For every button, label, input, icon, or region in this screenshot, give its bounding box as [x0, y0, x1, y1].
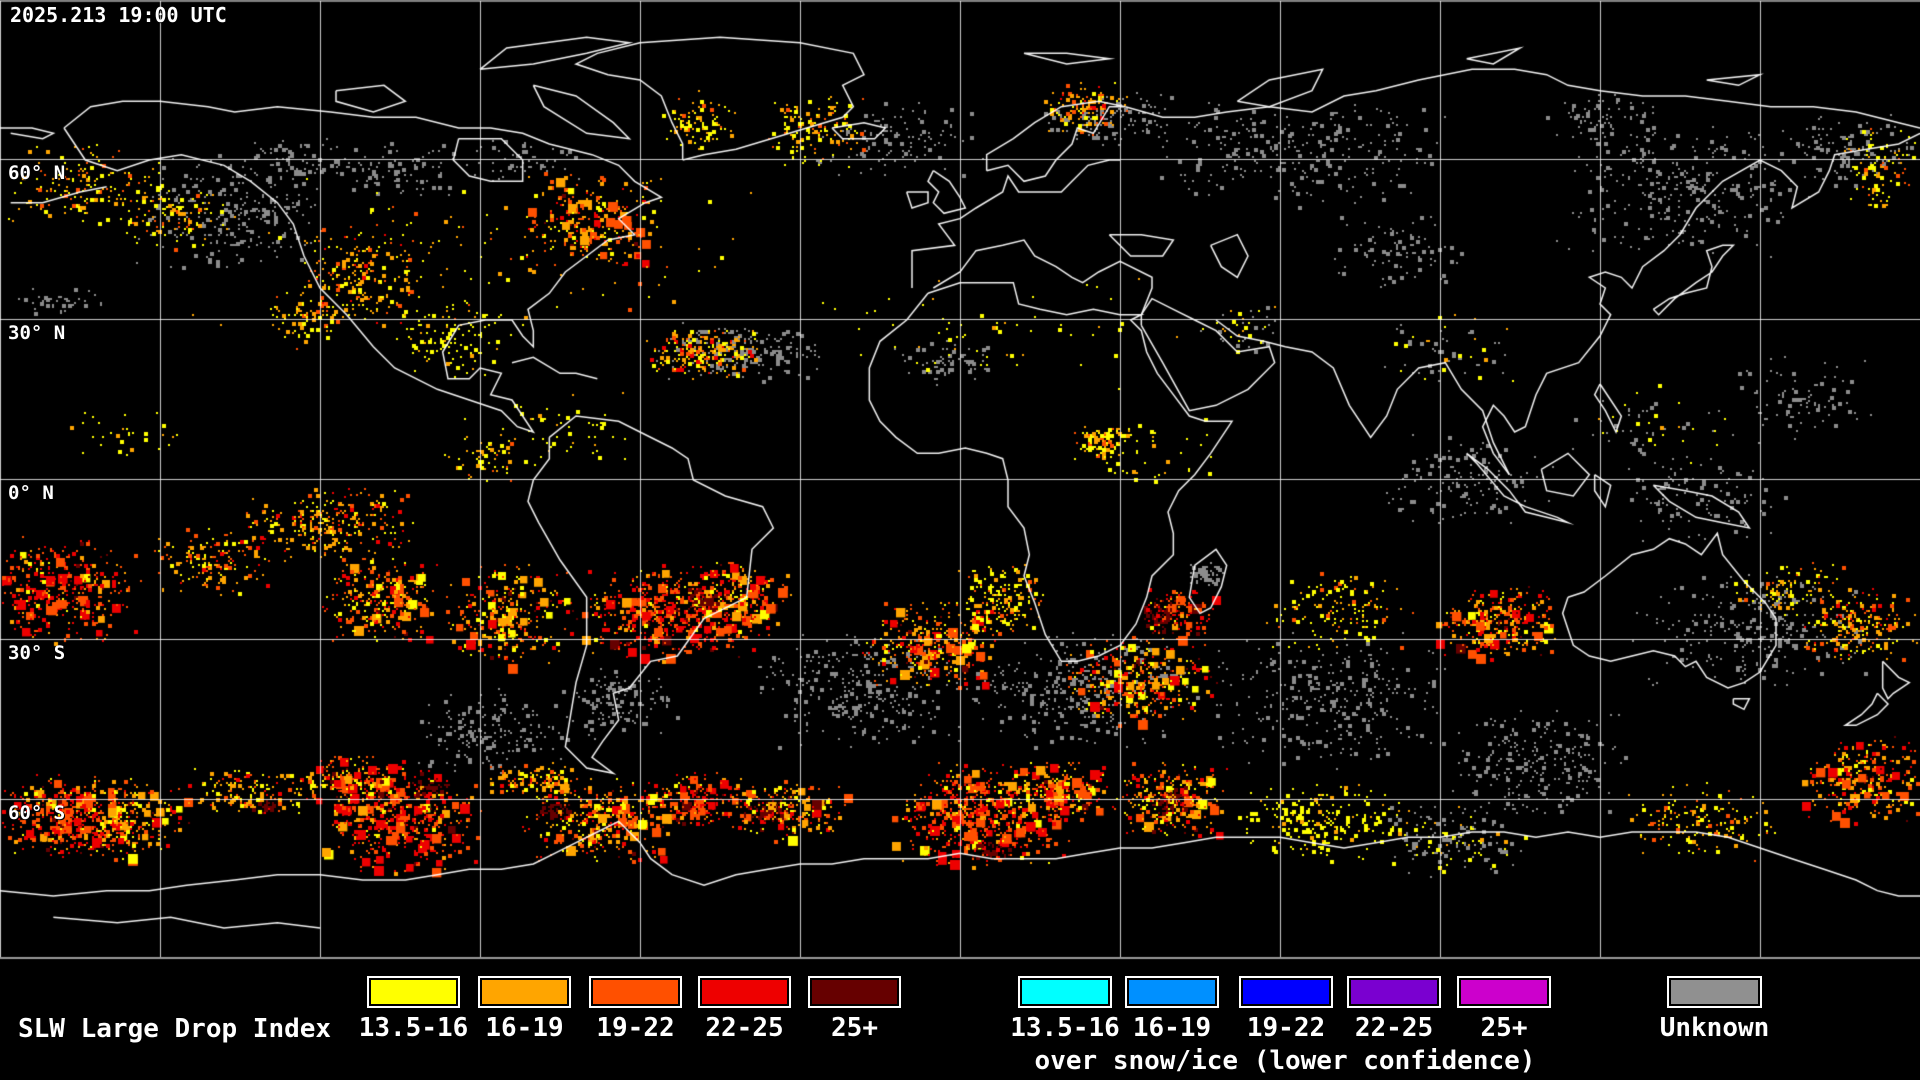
latitude-label-60s: 60° S [8, 802, 66, 824]
legend-title: SLW Large Drop Index [18, 1014, 332, 1044]
swatch-purple [1347, 976, 1441, 1008]
swatch-blue [1239, 976, 1333, 1008]
legend-label: 19-22 [596, 1013, 675, 1043]
legend-item-25plus: 25+ [808, 976, 901, 1043]
legend-label: 22-25 [705, 1013, 784, 1043]
latitude-label-30s: 30° S [8, 642, 66, 664]
legend-label-unknown: Unknown [1659, 1013, 1770, 1043]
timestamp: 2025.213 19:00 UTC [10, 3, 227, 27]
legend-label: 13.5-16 [1010, 1013, 1120, 1043]
world-map-canvas [0, 0, 1920, 960]
legend-item-22-25: 22-25 [698, 976, 791, 1043]
legend-item-16-19: 16-19 [478, 976, 571, 1043]
snow-ice-caption: over snow/ice (lower confidence) [1034, 1046, 1536, 1076]
legend-label: 16-19 [1132, 1013, 1212, 1043]
legend-label: 25+ [1480, 1013, 1528, 1043]
swatch-orange [478, 976, 571, 1008]
legend-item-snow-22-25: 22-25 [1347, 976, 1441, 1043]
swatch-yellow [367, 976, 460, 1008]
legend-item-snow-16-19: 16-19 [1125, 976, 1219, 1043]
swatch-maroon [808, 976, 901, 1008]
swatch-cyan [1018, 976, 1112, 1008]
legend-item-snow-25plus: 25+ [1457, 976, 1551, 1043]
swatch-magenta [1457, 976, 1551, 1008]
swatch-red [698, 976, 791, 1008]
legend-label: 16-19 [485, 1013, 564, 1043]
legend-item-13.5-16: 13.5-16 [359, 976, 468, 1043]
legend-item-snow-13.5-16: 13.5-16 [1010, 976, 1120, 1043]
latitude-label-0n: 0° N [8, 482, 54, 504]
legend-item-unknown: Unknown [1660, 976, 1769, 1043]
swatch-azure [1125, 976, 1219, 1008]
legend-item-snow-19-22: 19-22 [1239, 976, 1333, 1043]
legend-item-19-22: 19-22 [589, 976, 682, 1043]
swatch-orangered [589, 976, 682, 1008]
legend-label: 22-25 [1354, 1013, 1434, 1043]
latitude-label-60n: 60° N [8, 162, 66, 184]
legend-label: 25+ [831, 1013, 878, 1043]
swatch-gray [1667, 976, 1762, 1008]
legend-label: 13.5-16 [358, 1013, 469, 1043]
latitude-label-30n: 30° N [8, 322, 66, 344]
legend-label: 19-22 [1246, 1013, 1326, 1043]
